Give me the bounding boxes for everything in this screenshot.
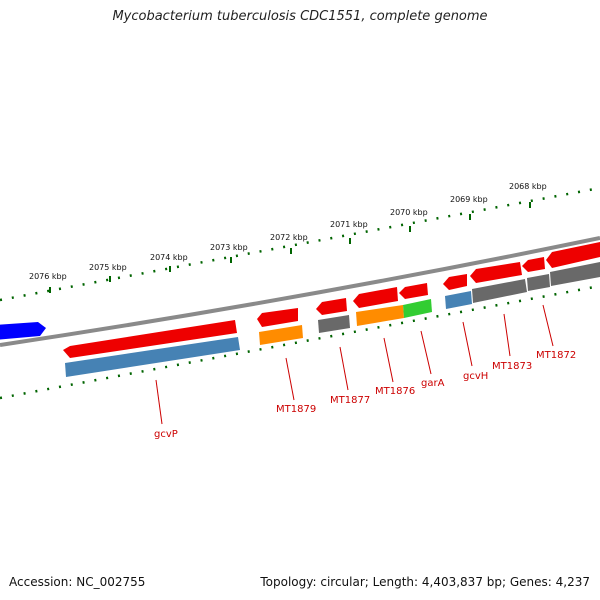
gene-label-gcvP: gcvP xyxy=(154,429,178,440)
gene-arrow xyxy=(470,262,522,283)
gene-bar xyxy=(445,291,472,309)
genome-backbone xyxy=(0,236,600,347)
gene-label-MT1873: MT1873 xyxy=(492,361,532,372)
gene-arrow xyxy=(522,257,545,272)
gene-label-garA: garA xyxy=(421,378,445,389)
accession-text: Accession: NC_002755 xyxy=(9,575,146,589)
gene-bar xyxy=(318,315,350,333)
inner-tick-scale xyxy=(0,284,600,400)
map-title: Mycobacterium tuberculosis CDC1551, comp… xyxy=(112,9,488,24)
gene-arrow-highlight xyxy=(0,322,46,340)
outer-tick-scale xyxy=(0,186,600,302)
kbp-label: 2069 kbp xyxy=(450,195,488,204)
gene-label-MT1877: MT1877 xyxy=(330,395,370,406)
kbp-label: 2068 kbp xyxy=(509,182,547,191)
gene-arrow xyxy=(353,287,398,308)
gene-bar xyxy=(403,299,432,318)
forward-strand-genes xyxy=(0,242,600,358)
kbp-label: 2075 kbp xyxy=(89,263,127,272)
gene-arrow xyxy=(399,283,428,299)
gene-arrow xyxy=(443,274,467,290)
kbp-label: 2073 kbp xyxy=(210,243,248,252)
gene-label-MT1879: MT1879 xyxy=(276,404,316,415)
label-leaders xyxy=(155,304,554,425)
kbp-label: 2071 kbp xyxy=(330,220,368,229)
gene-label-gcvH: gcvH xyxy=(463,371,488,382)
kbp-label: 2070 kbp xyxy=(390,208,428,217)
gene-bar xyxy=(65,337,240,377)
kbp-label: 2076 kbp xyxy=(29,272,67,281)
gene-arrow xyxy=(316,298,347,315)
reverse-strand-genes xyxy=(65,262,600,377)
gene-arrow xyxy=(257,308,298,327)
gene-label-MT1872: MT1872 xyxy=(536,350,576,361)
gene-bar xyxy=(527,274,550,291)
gene-bar xyxy=(550,262,600,286)
gene-arrow xyxy=(546,242,600,268)
gene-arrow xyxy=(63,320,237,358)
gene-bar xyxy=(472,279,527,303)
gene-bar xyxy=(259,325,303,345)
genome-stats-text: Topology: circular; Length: 4,403,837 bp… xyxy=(260,575,590,589)
gene-label-MT1876: MT1876 xyxy=(375,386,415,397)
kbp-label: 2074 kbp xyxy=(150,253,188,262)
gene-bar xyxy=(356,305,404,326)
kbp-label: 2072 kbp xyxy=(270,233,308,242)
